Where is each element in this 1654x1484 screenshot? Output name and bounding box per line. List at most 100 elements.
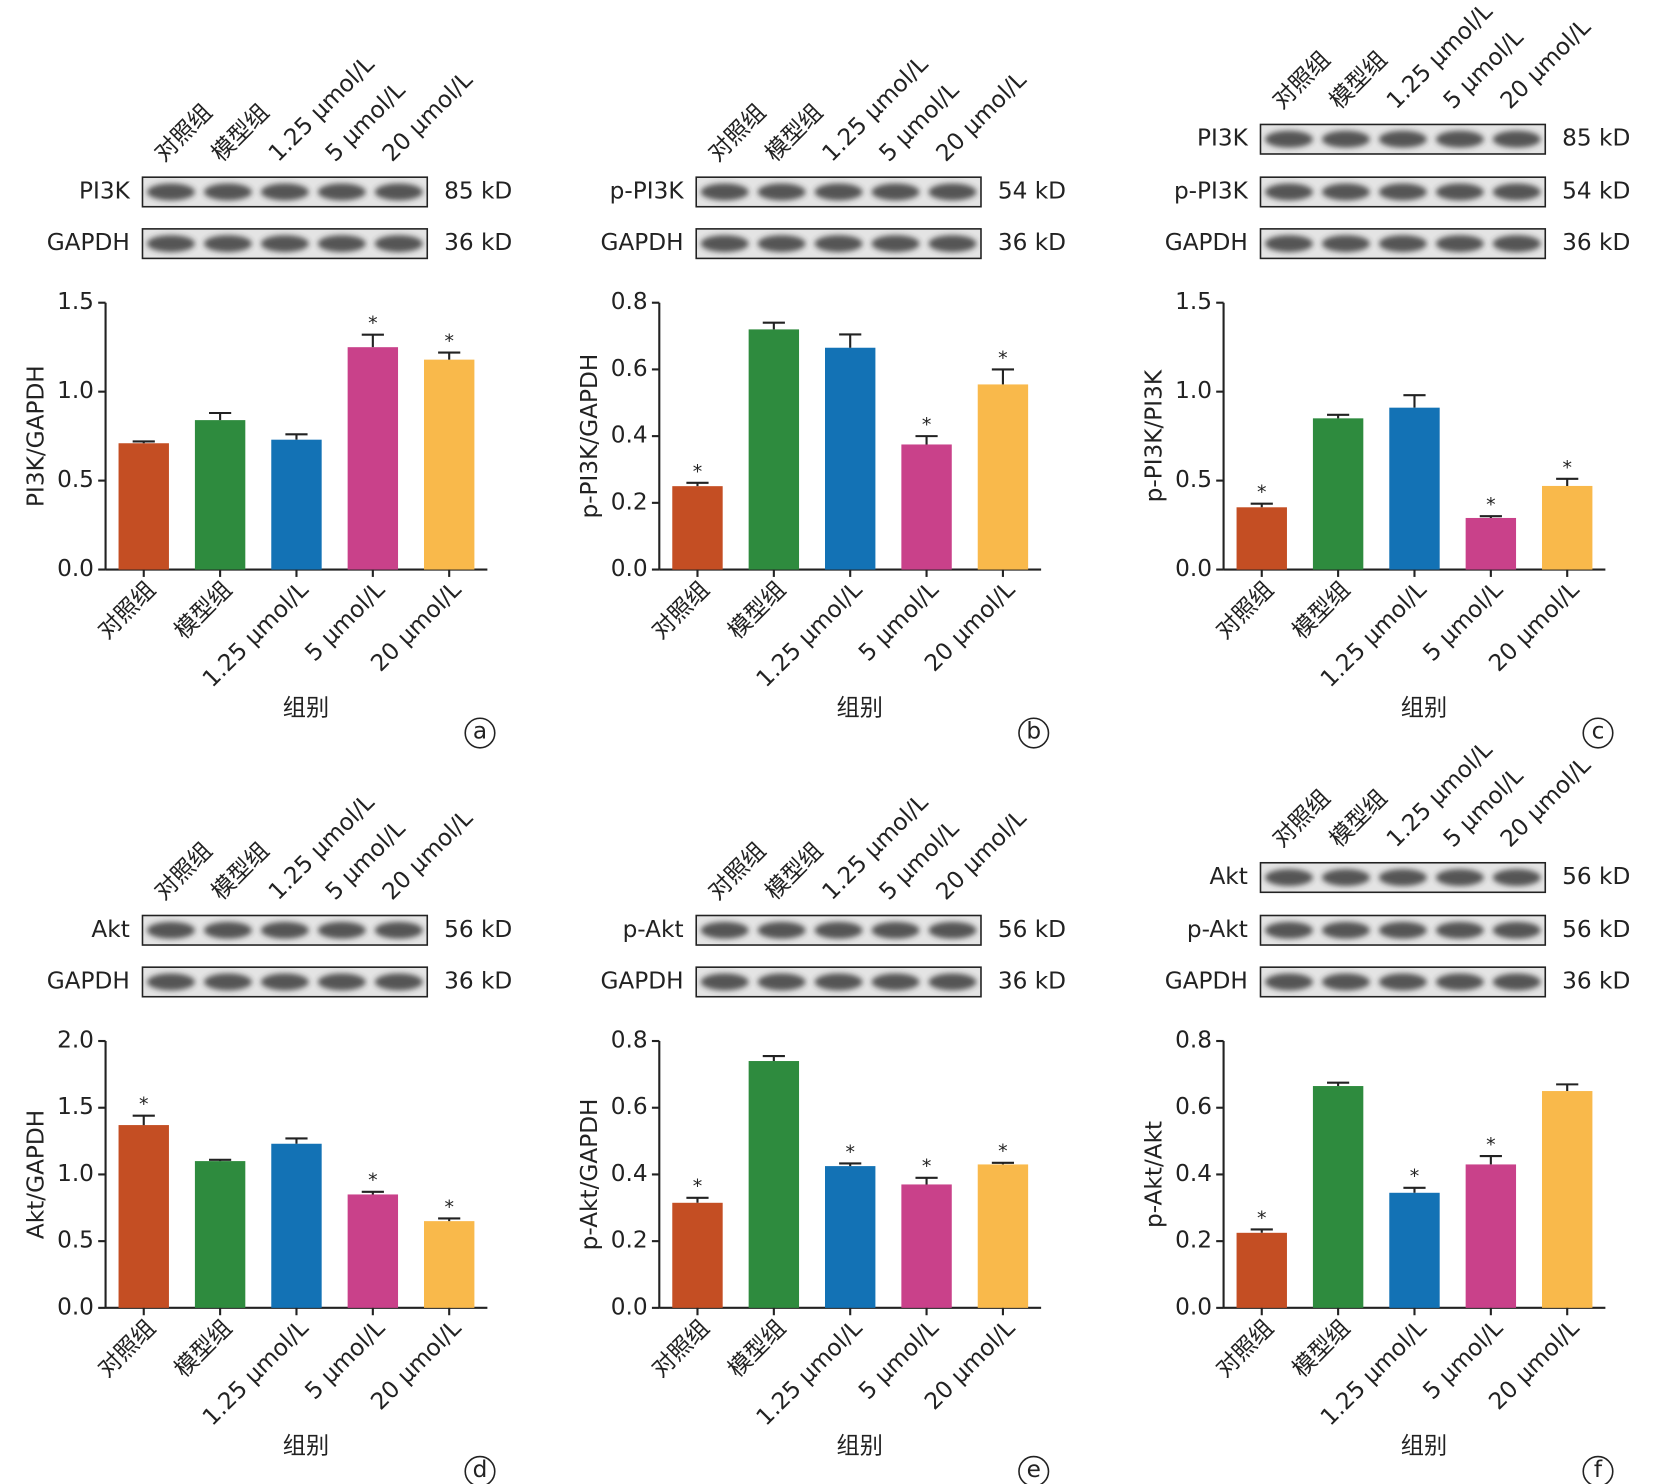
blot-band (317, 973, 366, 991)
panel-label: f (1594, 1456, 1603, 1483)
x-tick-label: 对照组 (93, 1314, 161, 1382)
blot-band (1378, 921, 1427, 939)
blot-band (1435, 130, 1484, 148)
y-axis-label: PI3K/GAPDH (23, 365, 50, 507)
blot-size: 56 kD (1562, 863, 1630, 890)
significance: * (922, 414, 931, 436)
bar (672, 1202, 723, 1308)
error-bar (991, 1161, 1015, 1165)
x-axis-label: 组别 (837, 694, 883, 721)
bar (1389, 1192, 1440, 1308)
error-bar (686, 481, 709, 487)
panel-circle (1018, 1455, 1050, 1484)
y-tick-label: 0.0 (611, 555, 648, 582)
blot-band (814, 973, 863, 991)
panel-circle (1582, 717, 1614, 749)
bar (901, 1184, 952, 1308)
blot-protein: p-PI3K (610, 177, 685, 204)
lane-label: 对照组 (149, 99, 217, 167)
blot-band (1435, 235, 1484, 253)
y-axis-label: p-PI3K/PI3K (1141, 369, 1168, 502)
bar (825, 1166, 876, 1308)
y-tick-label: 1.0 (57, 1160, 94, 1187)
blot-band (700, 921, 749, 939)
y-tick-label: 0.6 (611, 1093, 648, 1120)
blot-size: 56 kD (444, 916, 512, 943)
blot-band (1378, 235, 1427, 253)
blot-band (203, 235, 252, 253)
y-tick-label: 1.5 (57, 288, 94, 315)
blot-band (1492, 235, 1541, 253)
blot-protein: p-Akt (623, 916, 684, 943)
blot-band (814, 183, 863, 201)
blot-band (1322, 973, 1370, 991)
error-bar (132, 1114, 155, 1126)
blot-band (871, 921, 920, 939)
blot-band (700, 973, 749, 991)
error-bar (1250, 1228, 1273, 1233)
y-tick-label: 0.5 (1175, 466, 1212, 493)
blot-band (700, 183, 749, 201)
y-tick-label: 1.5 (57, 1093, 94, 1120)
x-axis-label: 组别 (837, 1433, 883, 1460)
lane-label: 对照组 (703, 837, 771, 905)
y-tick-label: 0.6 (611, 355, 648, 382)
blot-band (1492, 973, 1541, 991)
significance: * (368, 313, 377, 335)
significance: * (1410, 1166, 1419, 1188)
blot-band (1322, 869, 1370, 886)
y-tick-label: 0.2 (611, 1227, 648, 1254)
blot-band (260, 235, 309, 253)
lane-label: 模型组 (760, 99, 828, 167)
y-tick-label: 0.4 (611, 1160, 648, 1187)
blot-band (1378, 869, 1427, 886)
y-tick-label: 0.0 (611, 1293, 648, 1320)
blot-size: 36 kD (444, 967, 512, 994)
blot-band (1378, 973, 1427, 991)
blot-band (147, 183, 195, 201)
lane-label: 对照组 (1267, 784, 1335, 852)
blot-band (757, 973, 806, 991)
blot-band (814, 235, 863, 253)
error-bar (915, 435, 938, 445)
blot-protein: p-Akt (1187, 916, 1248, 943)
error-bar (1479, 515, 1502, 518)
y-axis-label: p-PI3K/GAPDH (576, 354, 603, 519)
y-tick-label: 0.0 (57, 555, 94, 582)
blot-band (260, 183, 309, 201)
error-bar (285, 433, 308, 440)
lane-label: 模型组 (1324, 46, 1392, 114)
panel-circle (1018, 717, 1050, 749)
blot-protein: GAPDH (1165, 967, 1248, 994)
bar (271, 1143, 322, 1308)
blot-size: 36 kD (444, 229, 512, 256)
blot-band (1322, 921, 1370, 939)
error-bar (1327, 413, 1350, 419)
y-tick-label: 0.4 (1175, 1160, 1212, 1187)
blot-size: 36 kD (1562, 967, 1630, 994)
panel-circle (464, 1455, 496, 1484)
lane-label: 对照组 (149, 837, 217, 905)
blot-band (260, 921, 309, 939)
significance: * (1486, 494, 1495, 516)
blot-band (1492, 921, 1541, 939)
blot-band (814, 921, 863, 939)
y-axis-label: Akt/GAPDH (23, 1110, 50, 1239)
y-tick-label: 0.8 (1175, 1027, 1212, 1054)
blot-band (1322, 183, 1370, 201)
bar (423, 359, 475, 570)
bar (901, 444, 952, 570)
blot-band (374, 921, 423, 939)
blot-band (1492, 869, 1541, 886)
x-tick-label: 模型组 (169, 576, 237, 644)
error-bar (686, 1196, 709, 1203)
blot-size: 54 kD (998, 177, 1066, 204)
significance: * (693, 461, 702, 483)
y-tick-label: 0.2 (611, 488, 648, 515)
x-tick-label: 模型组 (1287, 576, 1355, 644)
x-tick-label: 对照组 (646, 1314, 714, 1382)
y-tick-label: 1.0 (1175, 377, 1212, 404)
